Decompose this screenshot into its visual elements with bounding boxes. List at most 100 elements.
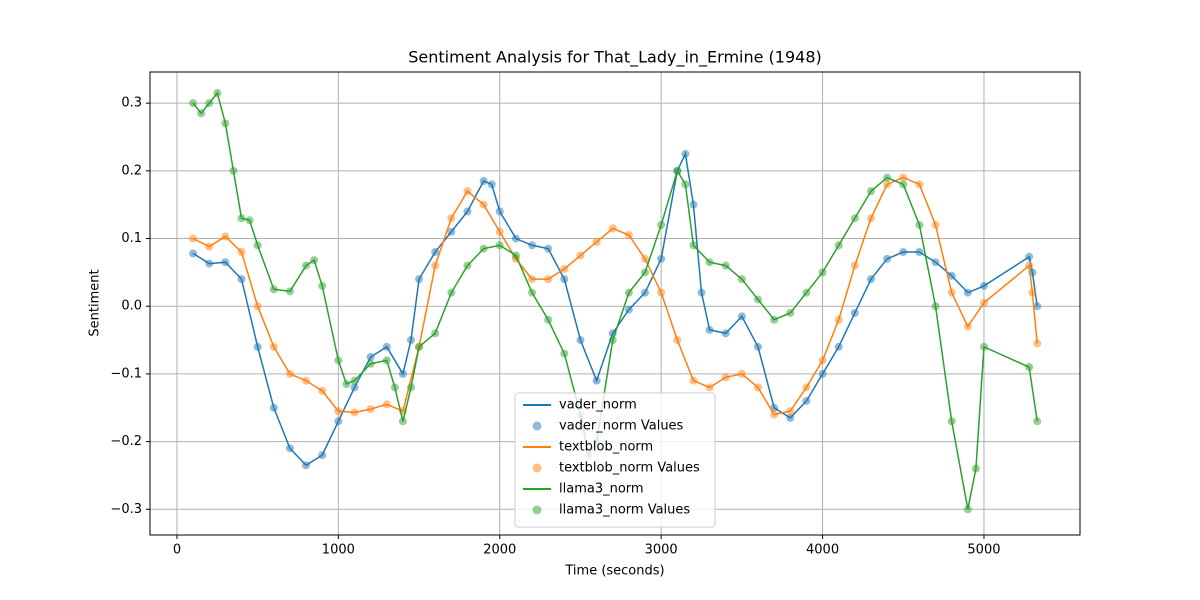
data-point bbox=[721, 261, 730, 270]
y-tick-label: 0.0 bbox=[121, 299, 142, 314]
data-point bbox=[205, 259, 214, 268]
x-tick-label: 4000 bbox=[806, 543, 839, 558]
x-tick-label: 2000 bbox=[483, 543, 516, 558]
data-point bbox=[624, 305, 633, 314]
data-point bbox=[931, 302, 940, 311]
data-point bbox=[269, 285, 278, 294]
data-point bbox=[931, 258, 940, 267]
data-point bbox=[963, 505, 972, 514]
data-point bbox=[447, 288, 456, 297]
data-point bbox=[221, 119, 230, 128]
data-point bbox=[834, 241, 843, 250]
data-point bbox=[850, 214, 859, 223]
x-tick-label: 3000 bbox=[645, 543, 678, 558]
data-point bbox=[705, 258, 714, 267]
data-point bbox=[915, 220, 924, 229]
data-point bbox=[592, 376, 601, 385]
data-point bbox=[302, 376, 311, 385]
data-point bbox=[947, 271, 956, 280]
data-point bbox=[544, 315, 553, 324]
data-point bbox=[366, 359, 375, 368]
data-point bbox=[495, 227, 504, 236]
data-point bbox=[883, 173, 892, 182]
data-point bbox=[770, 410, 779, 419]
x-tick-label: 0 bbox=[173, 543, 181, 558]
data-point bbox=[528, 241, 537, 250]
legend-box bbox=[514, 392, 716, 528]
data-point bbox=[697, 288, 706, 297]
data-point bbox=[398, 417, 407, 426]
data-point bbox=[1033, 339, 1042, 348]
data-point bbox=[447, 214, 456, 223]
data-point bbox=[205, 99, 214, 108]
data-point bbox=[818, 369, 827, 378]
data-point bbox=[310, 256, 319, 265]
data-point bbox=[463, 187, 472, 196]
data-point bbox=[334, 407, 343, 416]
data-point bbox=[737, 275, 746, 284]
data-point bbox=[253, 241, 262, 250]
data-point bbox=[883, 180, 892, 189]
data-point bbox=[431, 261, 440, 270]
data-point bbox=[390, 383, 399, 392]
data-point bbox=[721, 373, 730, 382]
data-point bbox=[269, 342, 278, 351]
data-point bbox=[463, 207, 472, 216]
data-point bbox=[189, 99, 198, 108]
data-point bbox=[189, 249, 198, 258]
data-point bbox=[197, 109, 206, 118]
data-point bbox=[253, 302, 262, 311]
data-point bbox=[528, 275, 537, 284]
legend-label: textblob_norm bbox=[559, 440, 653, 455]
data-point bbox=[302, 261, 311, 270]
data-point bbox=[221, 232, 230, 241]
data-point bbox=[802, 288, 811, 297]
legend-label: textblob_norm Values bbox=[559, 461, 700, 476]
data-point bbox=[406, 383, 415, 392]
data-point bbox=[802, 396, 811, 405]
data-point bbox=[560, 349, 569, 358]
legend-marker bbox=[532, 421, 542, 431]
data-point bbox=[415, 275, 424, 284]
data-point bbox=[447, 227, 456, 236]
legend-label: llama3_norm bbox=[559, 482, 644, 497]
data-point bbox=[511, 234, 520, 243]
data-point bbox=[431, 248, 440, 257]
y-tick-label: −0.1 bbox=[110, 366, 142, 381]
data-point bbox=[681, 180, 690, 189]
data-point bbox=[834, 315, 843, 324]
data-point bbox=[269, 403, 278, 412]
data-point bbox=[657, 288, 666, 297]
data-point bbox=[786, 308, 795, 317]
plot-frame bbox=[149, 71, 1081, 536]
y-tick-label: 0.3 bbox=[121, 96, 142, 111]
data-point bbox=[253, 342, 262, 351]
data-point bbox=[560, 275, 569, 284]
data-point bbox=[899, 248, 908, 257]
data-point bbox=[318, 451, 327, 460]
data-point bbox=[641, 288, 650, 297]
y-tick-label: −0.2 bbox=[110, 434, 142, 449]
data-point bbox=[1025, 261, 1034, 270]
data-point bbox=[979, 342, 988, 351]
data-point bbox=[205, 242, 214, 251]
legend-label: vader_norm bbox=[559, 398, 637, 413]
data-point bbox=[479, 200, 488, 209]
y-axis-label: Sentiment bbox=[88, 269, 103, 336]
data-point bbox=[576, 336, 585, 345]
legend-label: vader_norm Values bbox=[559, 419, 684, 434]
data-point bbox=[673, 166, 682, 175]
data-point bbox=[382, 342, 391, 351]
data-point bbox=[850, 308, 859, 317]
data-point bbox=[366, 352, 375, 361]
data-point bbox=[705, 325, 714, 334]
data-point bbox=[237, 248, 246, 257]
data-point bbox=[479, 176, 488, 185]
data-point bbox=[350, 376, 359, 385]
data-point bbox=[1025, 252, 1034, 261]
data-point bbox=[608, 336, 617, 345]
data-point bbox=[947, 417, 956, 426]
data-point bbox=[285, 444, 294, 453]
data-point bbox=[1033, 302, 1042, 311]
data-point bbox=[624, 231, 633, 240]
